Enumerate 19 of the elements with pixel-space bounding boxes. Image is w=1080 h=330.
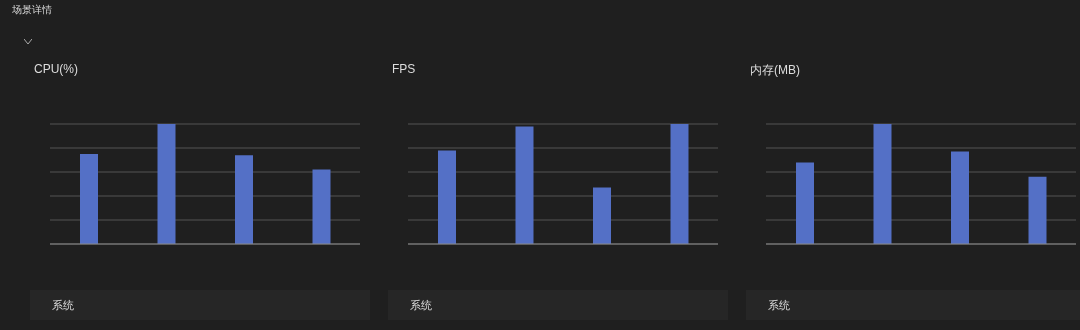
bar: [951, 151, 969, 244]
bar: [796, 162, 814, 244]
bar: [312, 169, 331, 244]
bar: [438, 150, 456, 244]
bar: [80, 154, 98, 244]
bar: [235, 155, 253, 244]
chart-title: 内存(MB): [749, 62, 801, 79]
chart-title: CPU(%): [33, 62, 79, 78]
bar: [593, 187, 611, 244]
bar: [515, 126, 534, 244]
bar: [157, 124, 176, 244]
text: 系统: [410, 297, 432, 313]
bar: [873, 124, 892, 244]
text: 场景详情: [12, 3, 52, 17]
chart-title: FPS: [391, 62, 417, 78]
bar: [670, 124, 689, 244]
bar: [1028, 176, 1047, 244]
text: 系统: [52, 297, 74, 313]
text: 系统: [768, 297, 790, 313]
